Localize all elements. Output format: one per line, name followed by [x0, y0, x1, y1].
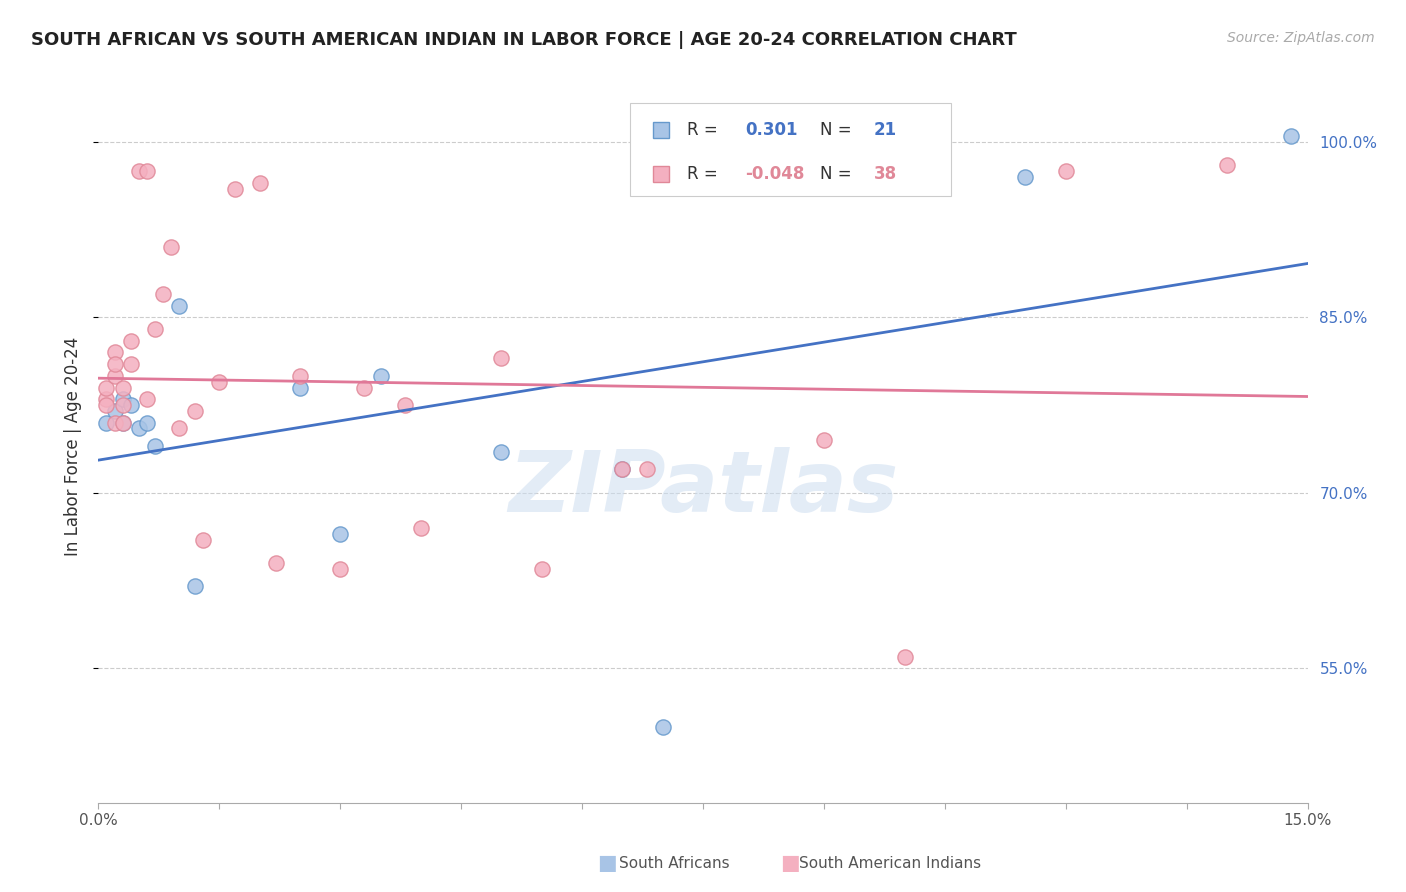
- Point: [329, 526, 352, 541]
- Point: [394, 398, 416, 412]
- Point: [1014, 169, 1036, 184]
- Point: [111, 380, 134, 394]
- Point: [135, 392, 157, 407]
- Point: [329, 562, 352, 576]
- Point: [103, 416, 125, 430]
- Point: [636, 462, 658, 476]
- Text: ZIPatlas: ZIPatlas: [508, 447, 898, 531]
- Text: ■: ■: [598, 854, 617, 873]
- Point: [120, 398, 142, 412]
- Point: [1054, 164, 1077, 178]
- Point: [370, 368, 392, 383]
- Point: [193, 533, 215, 547]
- Point: [813, 433, 835, 447]
- Point: [135, 416, 157, 430]
- Text: -0.048: -0.048: [745, 165, 804, 183]
- Point: [135, 164, 157, 178]
- Point: [224, 181, 246, 195]
- Point: [167, 299, 190, 313]
- Y-axis label: In Labor Force | Age 20-24: In Labor Force | Age 20-24: [65, 336, 83, 556]
- Text: R =: R =: [688, 165, 723, 183]
- Point: [160, 240, 183, 254]
- Point: [96, 398, 118, 412]
- Point: [128, 421, 150, 435]
- Point: [491, 351, 513, 366]
- Point: [612, 462, 634, 476]
- Point: [353, 380, 375, 394]
- Text: 0.301: 0.301: [745, 121, 797, 139]
- Point: [288, 380, 311, 394]
- Point: [530, 562, 553, 576]
- Text: R =: R =: [688, 121, 723, 139]
- Text: 38: 38: [873, 165, 897, 183]
- Point: [111, 416, 134, 430]
- Point: [184, 404, 207, 418]
- Text: South American Indians: South American Indians: [799, 856, 981, 871]
- Point: [409, 521, 432, 535]
- Point: [1216, 158, 1239, 172]
- Point: [96, 416, 118, 430]
- Point: [103, 368, 125, 383]
- Text: South Africans: South Africans: [619, 856, 730, 871]
- Point: [111, 398, 134, 412]
- Point: [143, 322, 166, 336]
- Text: ■: ■: [780, 854, 800, 873]
- Point: [103, 357, 125, 371]
- Point: [893, 649, 915, 664]
- Point: [120, 357, 142, 371]
- Point: [111, 392, 134, 407]
- Point: [103, 404, 125, 418]
- Text: Source: ZipAtlas.com: Source: ZipAtlas.com: [1227, 31, 1375, 45]
- Point: [167, 421, 190, 435]
- Point: [249, 176, 271, 190]
- Text: N =: N =: [820, 165, 858, 183]
- Point: [651, 720, 673, 734]
- Point: [491, 445, 513, 459]
- Point: [128, 164, 150, 178]
- Point: [120, 334, 142, 348]
- Point: [143, 439, 166, 453]
- Point: [264, 556, 287, 570]
- Point: [96, 392, 118, 407]
- FancyBboxPatch shape: [630, 103, 950, 196]
- Point: [111, 416, 134, 430]
- Point: [103, 345, 125, 359]
- Text: 21: 21: [873, 121, 897, 139]
- Point: [208, 375, 231, 389]
- Point: [96, 380, 118, 394]
- Point: [152, 287, 174, 301]
- Text: SOUTH AFRICAN VS SOUTH AMERICAN INDIAN IN LABOR FORCE | AGE 20-24 CORRELATION CH: SOUTH AFRICAN VS SOUTH AMERICAN INDIAN I…: [31, 31, 1017, 49]
- Point: [612, 462, 634, 476]
- Point: [1281, 128, 1303, 143]
- Point: [184, 579, 207, 593]
- Text: N =: N =: [820, 121, 858, 139]
- Point: [288, 368, 311, 383]
